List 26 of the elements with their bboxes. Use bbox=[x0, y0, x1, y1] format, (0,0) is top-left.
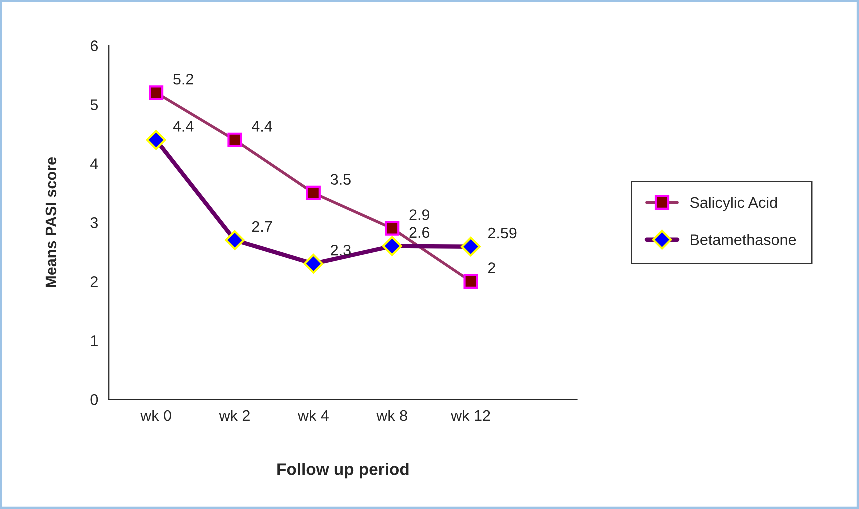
y-tick-label: 2 bbox=[90, 276, 98, 288]
y-tick-label: 6 bbox=[90, 40, 98, 52]
y-tick-label: 4 bbox=[90, 158, 98, 170]
data-label: 2.59 bbox=[488, 228, 517, 239]
data-label: 2 bbox=[488, 262, 496, 274]
y-tick-label: 5 bbox=[90, 100, 98, 110]
data-label: 4.4 bbox=[252, 121, 272, 132]
y-axis-title: Means PASI score bbox=[46, 158, 57, 288]
data-label: 5.2 bbox=[174, 74, 194, 85]
data-label: 3.5 bbox=[330, 174, 351, 186]
y-tick-label: 0 bbox=[90, 394, 98, 406]
x-tick-label: wk 2 bbox=[219, 410, 250, 422]
x-tick-label: wk 8 bbox=[376, 410, 408, 422]
y-tick-label: 1 bbox=[91, 336, 98, 346]
x-axis-title: Follow up period bbox=[278, 463, 409, 479]
legend-label: Salicylic Acid bbox=[690, 196, 778, 212]
y-tick-label: 3 bbox=[90, 218, 98, 228]
x-tick-label: wk 12 bbox=[451, 410, 490, 422]
data-label: 2.9 bbox=[410, 210, 430, 220]
x-tick-label: wk 0 bbox=[140, 410, 172, 422]
data-label: 2.7 bbox=[252, 221, 272, 232]
data-label: 4.4 bbox=[173, 121, 194, 132]
data-label: 2.6 bbox=[410, 227, 430, 238]
legend-label: Betamethasone bbox=[691, 234, 796, 246]
data-label: 2.3 bbox=[331, 244, 351, 256]
x-tick-label: wk 4 bbox=[298, 410, 329, 422]
